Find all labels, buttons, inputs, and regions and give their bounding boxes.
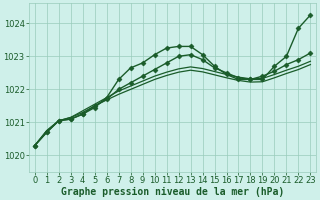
X-axis label: Graphe pression niveau de la mer (hPa): Graphe pression niveau de la mer (hPa) <box>61 186 284 197</box>
